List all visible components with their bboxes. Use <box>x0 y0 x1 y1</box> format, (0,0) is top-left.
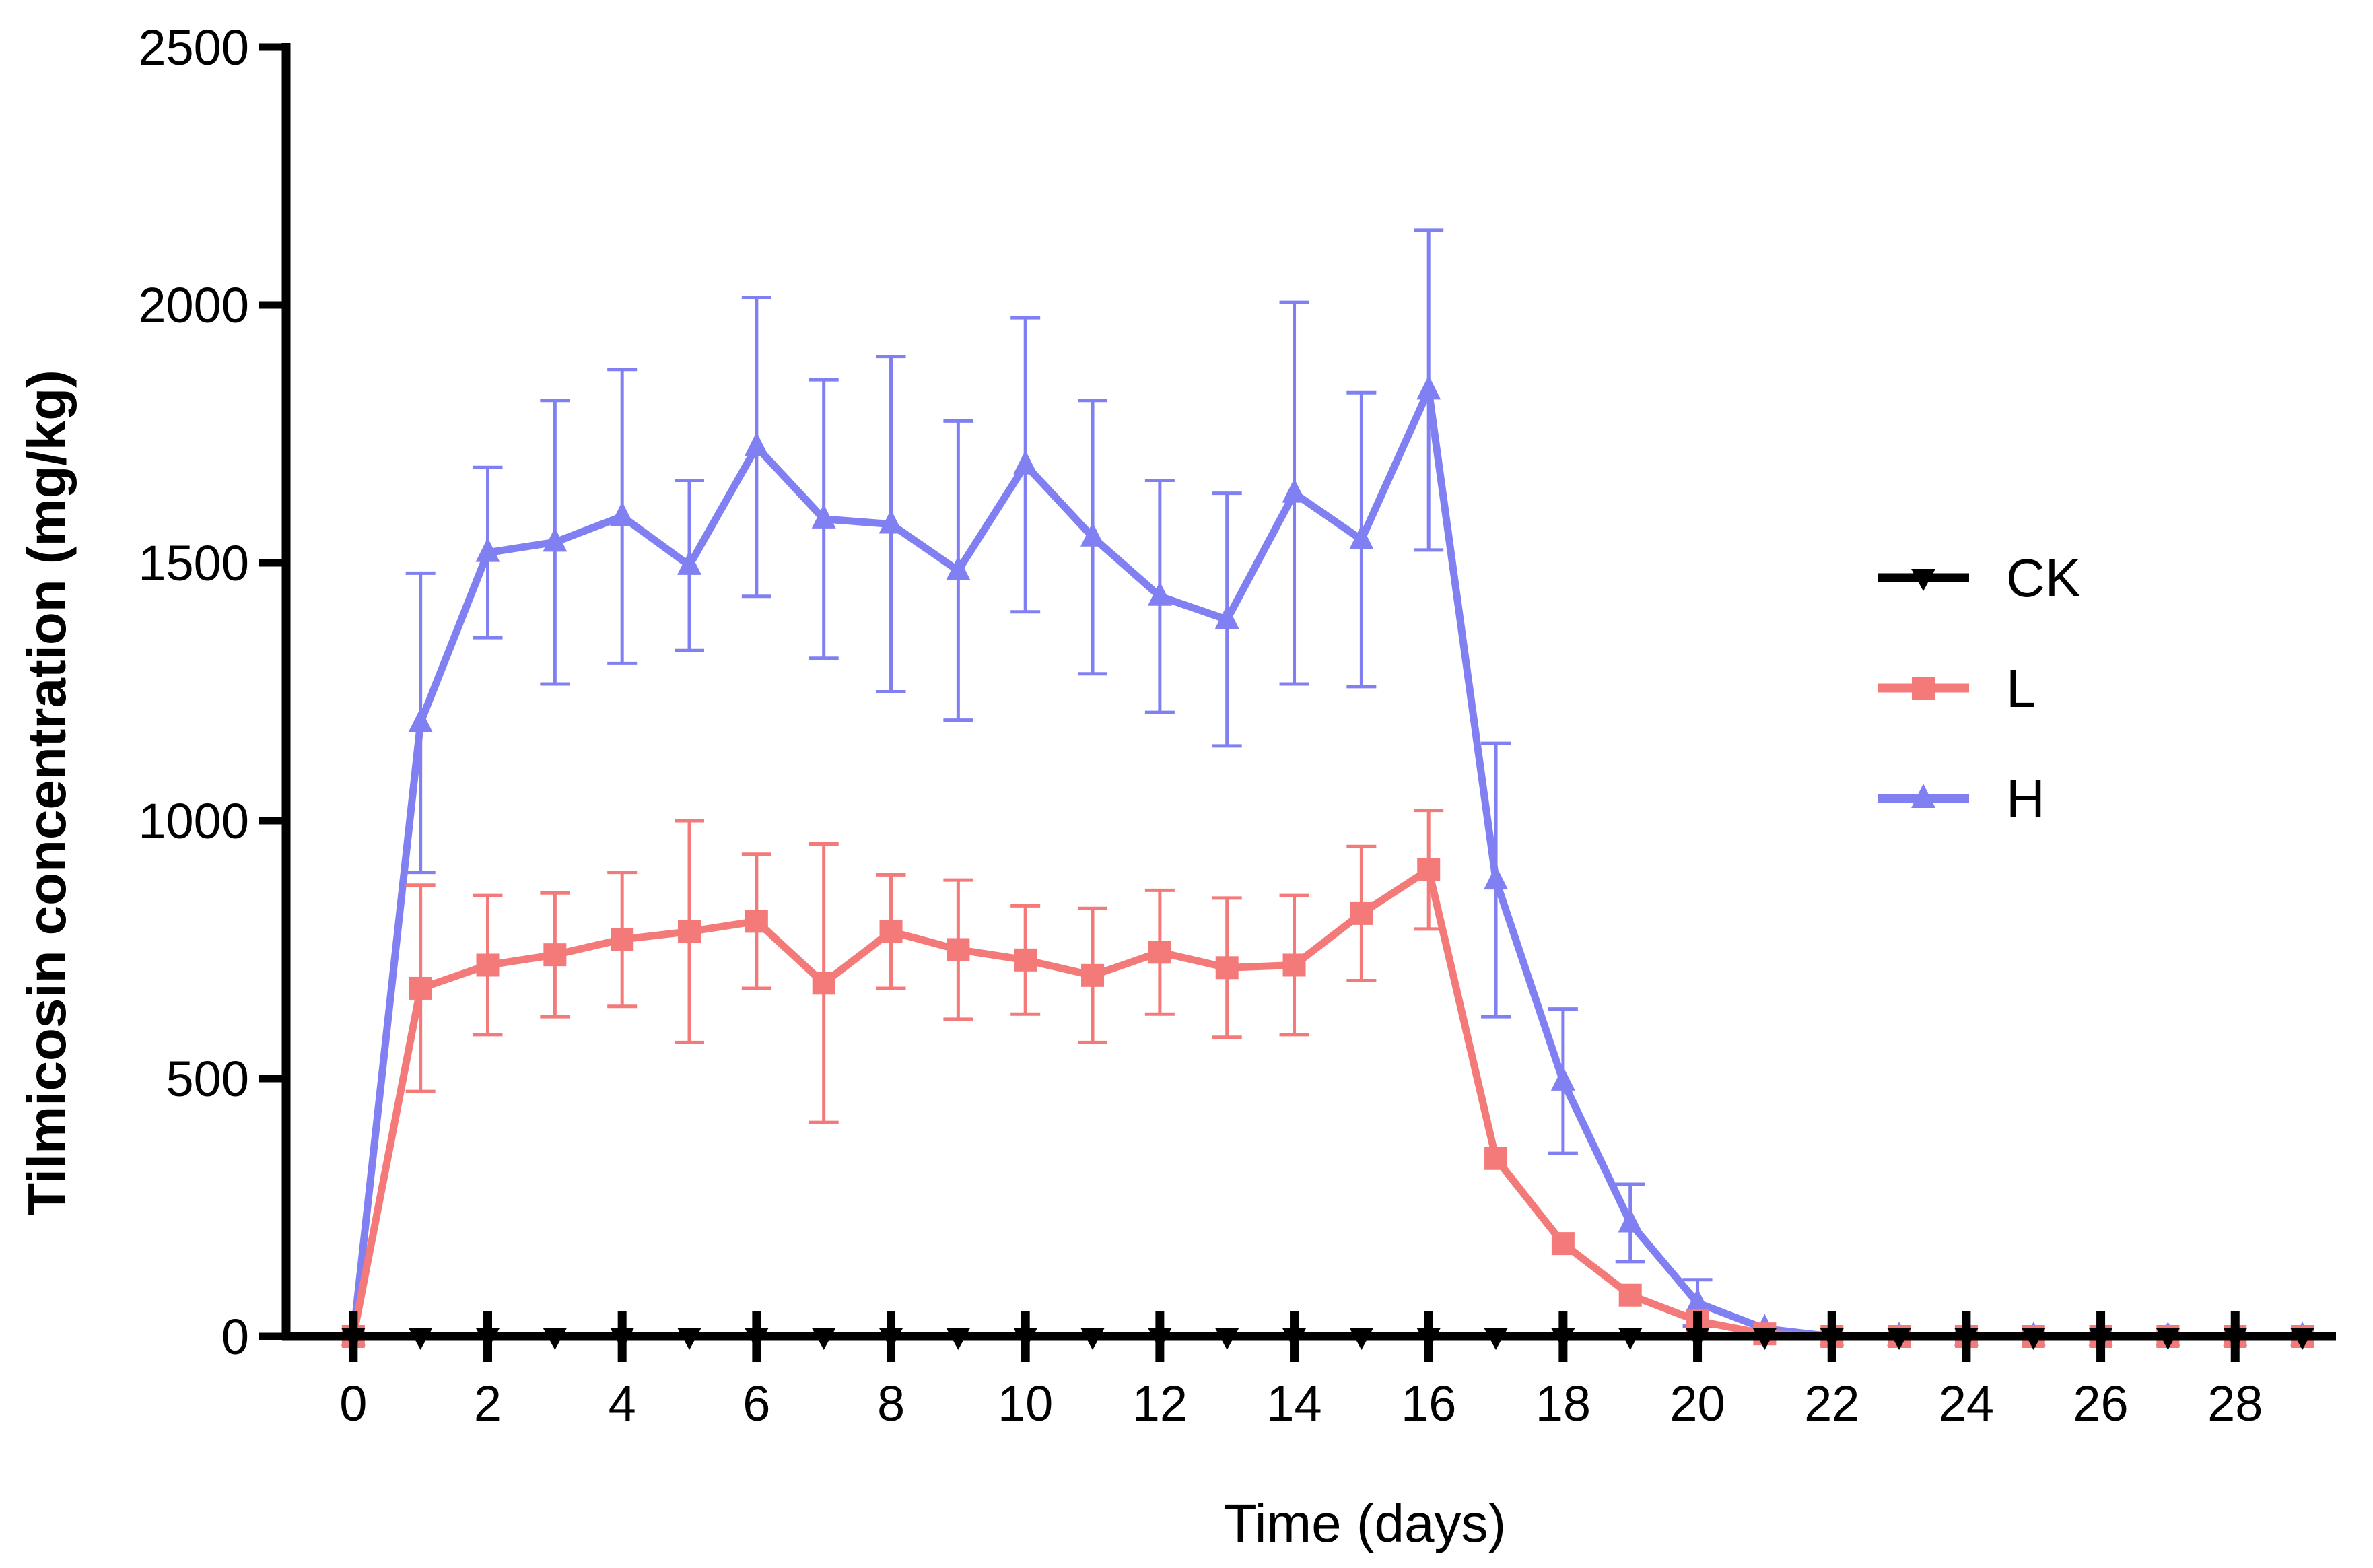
data-point-l <box>1081 963 1105 987</box>
data-point-l <box>1350 901 1373 925</box>
data-point-l <box>1148 941 1171 964</box>
data-point-h <box>946 555 971 580</box>
series-l <box>341 809 2314 1348</box>
x-tick-label: 20 <box>1670 1375 1725 1431</box>
data-point-h <box>1618 1208 1643 1233</box>
x-tick-label: 22 <box>1804 1375 1859 1431</box>
data-point-h <box>475 537 500 562</box>
data-point-l <box>1417 858 1441 881</box>
y-tick-label: 1500 <box>138 535 249 591</box>
data-point-l <box>1282 953 1306 977</box>
x-tick-label: 0 <box>339 1375 367 1431</box>
data-point-l <box>947 938 970 961</box>
legend-marker-l <box>1912 677 1935 700</box>
legend: CK LH <box>1878 548 2081 829</box>
legend-item-h: H <box>1878 769 2045 829</box>
data-point-h <box>408 708 433 732</box>
x-tick-label: 28 <box>2207 1375 2263 1431</box>
y-tick-label: 1000 <box>138 793 249 849</box>
data-point-h <box>1484 865 1509 890</box>
data-point-l <box>678 920 701 943</box>
x-tick-label: 18 <box>1536 1375 1591 1431</box>
legend-label-h: H <box>2006 769 2045 829</box>
data-point-h <box>1416 375 1441 400</box>
data-point-h <box>879 509 903 534</box>
data-point-h <box>1147 581 1172 606</box>
y-tick-label: 2000 <box>138 277 249 333</box>
data-point-h <box>1685 1288 1710 1313</box>
y-tick-label: 500 <box>166 1051 249 1107</box>
legend-label-l: L <box>2006 658 2036 718</box>
data-point-h <box>744 432 769 456</box>
legend-marker-h <box>1911 784 1935 808</box>
data-point-h <box>1349 524 1374 549</box>
x-tick-label: 4 <box>609 1375 636 1431</box>
legend-marker-ck <box>1911 569 1935 591</box>
y-tick-label: 2500 <box>138 20 249 75</box>
data-point-h <box>1214 605 1239 629</box>
x-tick-label: 2 <box>474 1375 502 1431</box>
data-point-h <box>543 527 568 552</box>
series-line-l <box>349 866 2303 1340</box>
data-point-h <box>610 502 635 526</box>
data-point-h <box>1080 522 1105 547</box>
x-tick-label: 26 <box>2073 1375 2128 1431</box>
series-line-h <box>349 386 2303 1340</box>
data-point-l <box>1618 1283 1642 1307</box>
data-point-l <box>879 920 903 943</box>
data-point-l <box>1014 948 1037 972</box>
data-point-l <box>409 976 432 1000</box>
legend-item-ck: CK <box>1878 548 2081 608</box>
data-point-l <box>543 943 567 967</box>
data-point-h <box>1550 1066 1575 1091</box>
data-point-l <box>611 928 634 951</box>
x-tick-label: 6 <box>743 1375 770 1431</box>
data-point-h <box>811 504 836 529</box>
data-point-l <box>812 972 835 995</box>
x-tick-label: 16 <box>1401 1375 1456 1431</box>
data-point-l <box>745 910 768 933</box>
x-tick-label: 14 <box>1266 1375 1321 1431</box>
x-tick-label: 8 <box>877 1375 905 1431</box>
legend-label-ck: CK <box>2006 548 2081 608</box>
data-point-h <box>1013 450 1038 475</box>
x-tick-label: 12 <box>1132 1375 1188 1431</box>
y-tick-label: 0 <box>221 1309 249 1365</box>
y-axis-title: Tilmicosin concentration (mg/kg) <box>17 370 77 1215</box>
data-point-l <box>1484 1147 1508 1170</box>
data-point-l <box>476 953 500 977</box>
legend-item-l: L <box>1878 658 2036 718</box>
x-tick-label: 10 <box>998 1375 1053 1431</box>
x-axis-title: Time (days) <box>1224 1493 1506 1553</box>
data-point-h <box>1282 478 1307 503</box>
data-point-l <box>1215 956 1239 980</box>
data-point-l <box>1551 1232 1575 1256</box>
data-point-h <box>677 550 702 575</box>
x-tick-label: 24 <box>1939 1375 1994 1431</box>
